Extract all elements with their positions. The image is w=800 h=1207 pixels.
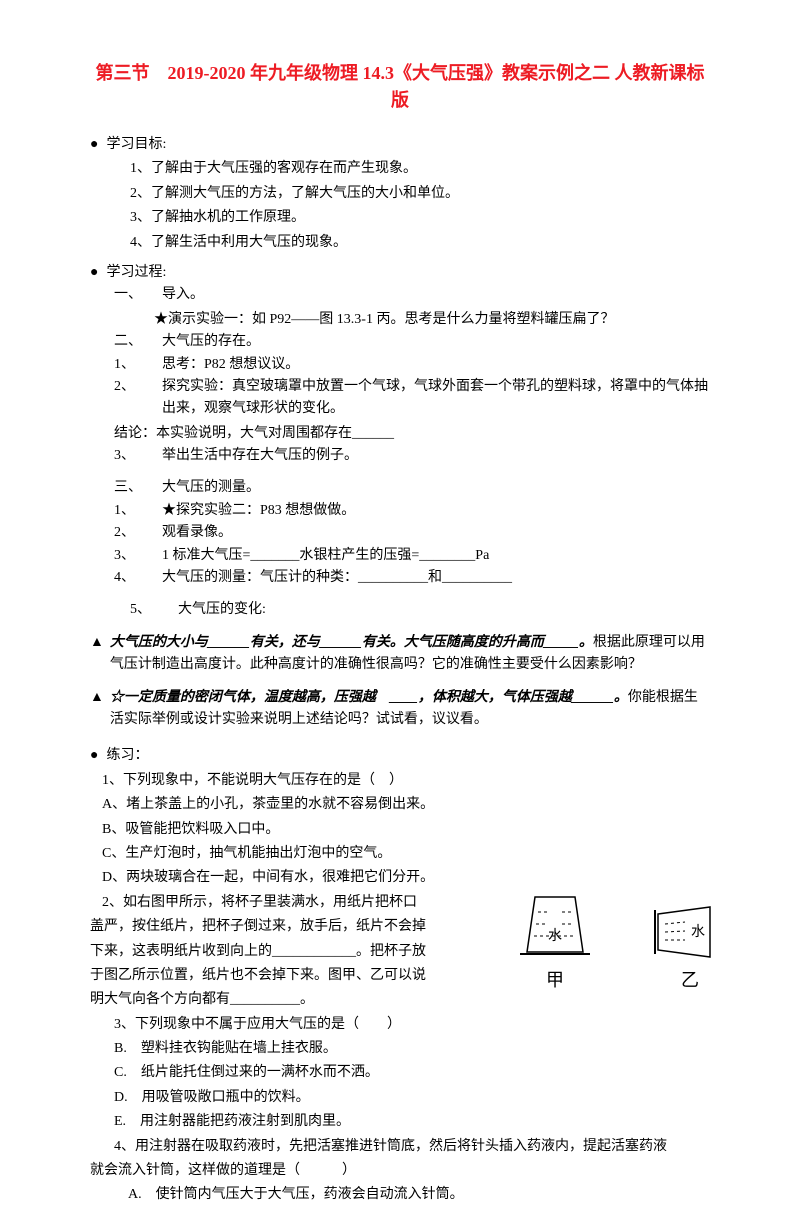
roman-text: 大气压的测量。 [162, 477, 260, 499]
svg-text:水: 水 [691, 924, 705, 940]
triangle-icon: ▲ [90, 632, 104, 654]
figure-label-yi: 乙 [681, 966, 699, 995]
cup-yi-icon: 水 [650, 902, 730, 962]
num-label: 1、 [114, 354, 162, 376]
num-label: 1、 [114, 500, 162, 522]
num-label: 4、 [114, 567, 162, 589]
question-line: 明大气向各个方向都有__________。 [90, 989, 480, 1011]
numbered-item: 3、 举出生活中存在大气压的例子。 [90, 445, 710, 467]
option: A、堵上茶盖上的小孔，茶壶里的水就不容易倒出来。 [90, 794, 710, 816]
roman-item: 三、 大气压的测量。 [90, 477, 710, 499]
section-process: ● 学习过程: [90, 262, 710, 284]
figure-jia: 水 甲 [520, 892, 590, 995]
objective-item: 3、了解抽水机的工作原理。 [90, 207, 710, 229]
num-label: 2、 [114, 376, 162, 421]
figure-label-jia: 甲 [546, 966, 564, 995]
numbered-item: 1、 思考：P82 想想议议。 [90, 354, 710, 376]
roman-text: 导入。 [162, 284, 204, 306]
question-line: 就会流入针筒，这样做的道理是（ ） [90, 1160, 710, 1182]
figure-container: 水 甲 水 乙 [520, 892, 730, 995]
roman-item: 一、 导入。 [90, 284, 710, 306]
roman-label: 二、 [114, 331, 162, 353]
option: D、两块玻璃合在一起，中间有水，很难把它们分开。 [90, 867, 710, 889]
process-header: 学习过程: [106, 262, 166, 284]
num-text: 探究实验：真空玻璃罩中放置一个气球，气球外面套一个带孔的塑料球，将罩中的气体抽出… [162, 376, 710, 421]
num-text: ★探究实验二：P83 想想做做。 [162, 500, 355, 522]
triangle-icon: ▲ [90, 687, 104, 709]
roman-label: 一、 [114, 284, 162, 306]
bullet-icon: ● [90, 745, 98, 767]
num-text: 1 标准大气压=_______水银柱产生的压强=________Pa [162, 545, 489, 567]
numbered-item: 2、 探究实验：真空玻璃罩中放置一个气球，气球外面套一个带孔的塑料球，将罩中的气… [90, 376, 710, 421]
section-practice: ● 练习： [90, 745, 710, 767]
bullet-icon: ● [90, 134, 98, 156]
objectives-header: 学习目标: [106, 134, 166, 156]
section-objectives: ● 学习目标: [90, 134, 710, 156]
conclusion: 结论：本实验说明，大气对周围都存在______ [90, 423, 710, 445]
question-line: 下来，这表明纸片收到向上的____________。把杯子放 [90, 941, 480, 963]
roman-label: 三、 [114, 477, 162, 499]
option: E. 用注射器能把药液注射到肌肉里。 [90, 1111, 710, 1133]
question-with-figure: 2、如右图甲所示，将杯子里装满水，用纸片把杯口 盖严，按住纸片，把杯子倒过来，放… [90, 892, 710, 1012]
numbered-item: 5、 大气压的变化: [90, 599, 710, 621]
figure-yi: 水 乙 [650, 902, 730, 995]
num-text: 思考：P82 想想议议。 [162, 354, 299, 376]
cup-jia-icon: 水 [520, 892, 590, 962]
roman-text: 大气压的存在。 [162, 331, 260, 353]
option: B. 塑料挂衣钩能贴在墙上挂衣服。 [90, 1038, 710, 1060]
option: D. 用吸管吸敞口瓶中的饮料。 [90, 1087, 710, 1109]
objective-item: 4、了解生活中利用大气压的现象。 [90, 232, 710, 254]
option: C. 纸片能托住倒过来的一满杯水而不洒。 [90, 1062, 710, 1084]
option: C、生产灯泡时，抽气机能抽出灯泡中的空气。 [90, 843, 710, 865]
num-text: 大气压的变化: [178, 599, 266, 621]
bold-statement: 大气压的大小与______有关，还与______有关。大气压随高度的升高而___… [110, 635, 593, 650]
numbered-item: 1、 ★探究实验二：P83 想想做做。 [90, 500, 710, 522]
triangle-statement: ▲ 大气压的大小与______有关，还与______有关。大气压随高度的升高而_… [90, 632, 710, 677]
num-label: 5、 [130, 599, 178, 621]
num-text: 大气压的测量：气压计的种类：__________和__________ [162, 567, 512, 589]
numbered-item: 2、 观看录像。 [90, 522, 710, 544]
triangle-statement: ▲ ☆一定质量的密闭气体，温度越高，压强越 ____，体积越大，气体压强越___… [90, 687, 710, 732]
num-text: 举出生活中存在大气压的例子。 [162, 445, 358, 467]
bold-statement: ☆一定质量的密闭气体，温度越高，压强越 ____，体积越大，气体压强越_____… [110, 690, 628, 705]
question-line: 4、用注射器在吸取药液时，先把活塞推进针筒底，然后将针头插入药液内，提起活塞药液 [90, 1136, 710, 1158]
num-label: 3、 [114, 445, 162, 467]
num-label: 3、 [114, 545, 162, 567]
option: A. 使针筒内气压大于大气压，药液会自动流入针筒。 [90, 1184, 710, 1206]
question-stem: 3、下列现象中不属于应用大气压的是（ ） [90, 1014, 710, 1036]
objective-item: 1、了解由于大气压强的客观存在而产生现象。 [90, 158, 710, 180]
objective-item: 2、了解测大气压的方法，了解大气压的大小和单位。 [90, 183, 710, 205]
question-line: 2、如右图甲所示，将杯子里装满水，用纸片把杯口 [90, 892, 480, 914]
svg-text:水: 水 [548, 928, 562, 944]
question-line: 盖严，按住纸片，把杯子倒过来，放手后，纸片不会掉 [90, 916, 480, 938]
question-stem: 1、下列现象中，不能说明大气压存在的是（ ） [90, 770, 710, 792]
numbered-item: 3、 1 标准大气压=_______水银柱产生的压强=________Pa [90, 545, 710, 567]
roman-item: 二、 大气压的存在。 [90, 331, 710, 353]
page-title: 第三节 2019-2020 年九年级物理 14.3《大气压强》教案示例之二 人教… [90, 60, 710, 114]
num-label: 2、 [114, 522, 162, 544]
practice-header: 练习： [106, 745, 148, 767]
numbered-item: 4、 大气压的测量：气压计的种类：__________和__________ [90, 567, 710, 589]
num-text: 观看录像。 [162, 522, 232, 544]
option: B、吸管能把饮料吸入口中。 [90, 819, 710, 841]
bullet-icon: ● [90, 262, 98, 284]
question-line: 于图乙所示位置，纸片也不会掉下来。图甲、乙可以说 [90, 965, 480, 987]
star-experiment: ★演示实验一：如 P92——图 13.3-1 丙。思考是什么力量将塑料罐压扁了？ [90, 309, 710, 331]
